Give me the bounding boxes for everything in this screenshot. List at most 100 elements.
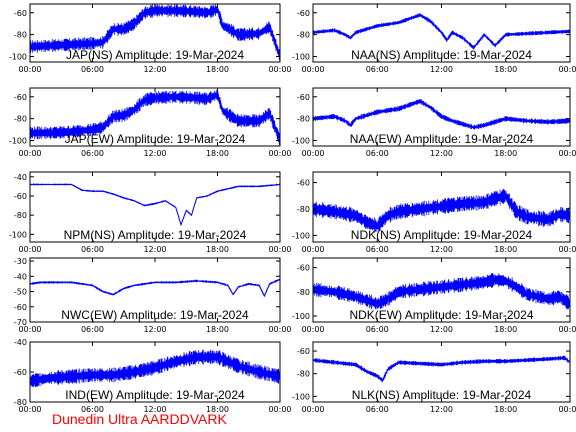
y-tick-label: -70 (14, 318, 27, 327)
y-tick-label: -80 (297, 370, 310, 379)
series-trace (30, 349, 280, 388)
series-band (30, 278, 280, 297)
series-band (313, 273, 570, 310)
x-tick-label: 06:00 (81, 405, 104, 414)
y-tick-label: -80 (14, 31, 27, 40)
y-tick-label: -100 (292, 392, 310, 401)
x-tick-label: 18:00 (206, 405, 229, 414)
series-line (313, 14, 570, 49)
y-tick-label: -100 (292, 53, 310, 62)
chart-title: NLK(NS) Amplitude: 19-Mar-2024 (352, 388, 532, 402)
x-tick-label: 18:00 (494, 65, 517, 74)
series-line (30, 356, 280, 382)
x-tick-label: 06:00 (81, 149, 104, 158)
x-tick-label: 06:00 (366, 405, 389, 414)
chart-panel-7: -100 -80 -60 00:00 06:00 12:00 18:00 00:00 NDK(E… (292, 257, 576, 334)
series-trace (30, 278, 280, 298)
y-tick-label: -30 (14, 257, 27, 266)
y-tick-label: -100 (9, 137, 27, 146)
x-tick-label: 12:00 (430, 325, 453, 334)
x-tick-label: 06:00 (81, 245, 104, 254)
x-tick-label: 00:00 (268, 325, 291, 334)
series-line (30, 278, 280, 298)
x-tick-label: 00:00 (301, 245, 324, 254)
chart-title: NDK(EW) Amplitude: 19-Mar-2024 (349, 308, 533, 322)
y-tick-label: -80 (14, 211, 27, 220)
x-tick-label: 00:00 (268, 245, 291, 254)
footer-label: Dunedin Ultra AARDDVARK (52, 411, 227, 427)
y-tick-label: -50 (14, 288, 27, 297)
chart-panel-5: -100 -80 -60 00:00 06:00 12:00 18:00 00:00 NDK(N… (292, 171, 576, 254)
y-tick-label: -100 (292, 231, 310, 240)
series-trace (313, 188, 570, 233)
x-tick-label: 18:00 (494, 245, 517, 254)
y-tick-label: -40 (14, 338, 27, 347)
x-tick-label: 12:00 (143, 65, 166, 74)
x-tick-label: 00:00 (558, 65, 576, 74)
x-tick-label: 12:00 (143, 149, 166, 158)
series-line (313, 100, 570, 128)
chart-title: NPM(NS) Amplitude: 19-Mar-2024 (64, 228, 247, 242)
x-tick-label: 18:00 (494, 405, 517, 414)
x-tick-label: 06:00 (366, 65, 389, 74)
series-band (30, 183, 280, 225)
series-trace (30, 183, 280, 227)
x-tick-label: 06:00 (366, 245, 389, 254)
chart-title: JAP(EW) Amplitude: 19-Mar-2024 (65, 132, 246, 146)
x-tick-label: 00:00 (558, 245, 576, 254)
x-tick-label: 00:00 (268, 149, 291, 158)
x-tick-label: 00:00 (268, 65, 291, 74)
y-tick-label: -40 (14, 272, 27, 281)
series-trace (313, 13, 570, 50)
y-tick-label: -60 (297, 93, 310, 102)
chart-title: NWC(EW) Amplitude: 19-Mar-2024 (61, 308, 249, 322)
series-line (313, 279, 570, 305)
series-trace (313, 273, 570, 310)
chart-panel-3: -100 -80 -60 00:00 06:00 12:00 18:00 00:00 NAA(E… (292, 87, 576, 158)
y-tick-label: -80 (297, 31, 310, 40)
chart-title: NDK(NS) Amplitude: 19-Mar-2024 (351, 228, 533, 242)
x-tick-label: 12:00 (430, 65, 453, 74)
y-tick-label: -60 (297, 179, 310, 188)
x-tick-label: 00:00 (268, 405, 291, 414)
y-tick-label: -100 (292, 137, 310, 146)
chart-title: JAP(NS) Amplitude: 19-Mar-2024 (66, 48, 244, 62)
series-band (313, 99, 570, 130)
x-tick-label: 00:00 (558, 149, 576, 158)
x-tick-label: 18:00 (206, 149, 229, 158)
x-tick-label: 06:00 (81, 325, 104, 334)
chart-panel-8: -80 -60 -40 00:00 06:00 12:00 18:00 00:00 IND(EW… (14, 338, 292, 414)
x-tick-label: 06:00 (366, 325, 389, 334)
y-tick-label: -80 (14, 115, 27, 124)
y-tick-label: -60 (14, 368, 27, 377)
y-tick-label: -100 (292, 312, 310, 321)
series-band (30, 349, 280, 388)
series-trace (313, 99, 570, 130)
y-tick-label: -80 (297, 115, 310, 124)
y-tick-label: -60 (297, 347, 310, 356)
x-tick-label: 12:00 (430, 245, 453, 254)
series-trace (30, 89, 280, 146)
y-tick-label: -60 (14, 93, 27, 102)
x-tick-label: 18:00 (206, 325, 229, 334)
x-tick-label: 12:00 (143, 325, 166, 334)
x-tick-label: 12:00 (430, 405, 453, 414)
x-tick-label: 00:00 (18, 149, 41, 158)
y-tick-label: -60 (14, 303, 27, 312)
series-line (30, 184, 280, 227)
x-tick-label: 12:00 (143, 405, 166, 414)
y-tick-label: -100 (9, 230, 27, 239)
y-tick-label: -40 (14, 173, 27, 182)
x-tick-label: 00:00 (558, 325, 576, 334)
y-tick-label: -60 (14, 9, 27, 18)
x-tick-label: 18:00 (494, 325, 517, 334)
x-tick-label: 00:00 (301, 405, 324, 414)
y-tick-label: -60 (297, 9, 310, 18)
x-tick-label: 18:00 (494, 149, 517, 158)
y-tick-label: -60 (14, 192, 27, 201)
chart-panel-2: -100 -80 -60 00:00 06:00 12:00 18:00 00:00 JAP(E… (9, 87, 292, 158)
chart-title: IND(EW) Amplitude: 19-Mar-2024 (65, 388, 245, 402)
x-tick-label: 00:00 (18, 325, 41, 334)
chart-panel-6: -70 -60 -50 -40 -30 00:00 06:00 12:00 18:00 00:00… (14, 257, 292, 334)
x-tick-label: 00:00 (18, 65, 41, 74)
